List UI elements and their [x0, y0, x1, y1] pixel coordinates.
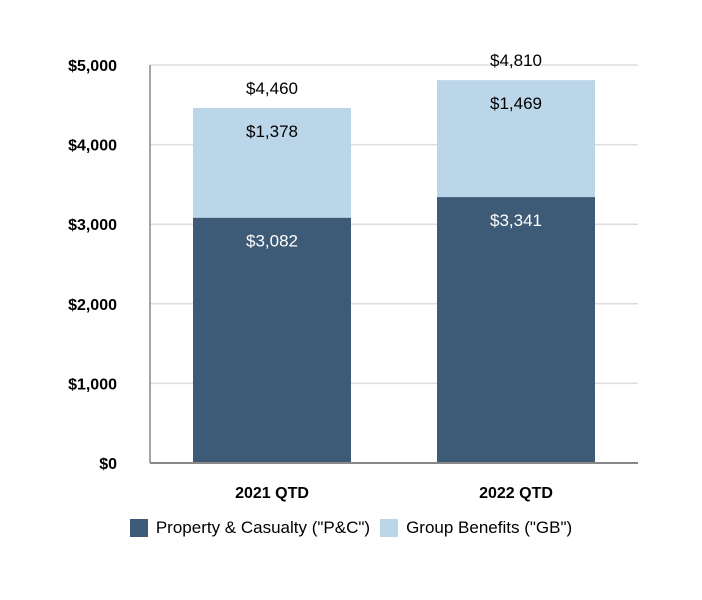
- bar-total-label: $4,810: [490, 51, 542, 70]
- y-tick-label: $0: [99, 456, 117, 473]
- bar-value-label: $3,341: [490, 211, 542, 230]
- bar-segment-pc: [437, 197, 595, 463]
- bar-segment-gb: [437, 80, 595, 198]
- bar-total-label: $4,460: [246, 79, 298, 98]
- y-tick-label: $5,000: [68, 58, 117, 75]
- bar-segment-gb: [193, 107, 351, 218]
- legend-swatch-pc: [129, 519, 148, 537]
- axes: $0 $1,000 $2,000 $3,000 $4,000 $5,000 2021 QTD…: [68, 58, 638, 502]
- legend-swatch-gb: [380, 519, 399, 537]
- bar-segment-pc: [193, 217, 351, 463]
- legend-label-pc: Property & Casualty ("P&C"): [155, 518, 371, 537]
- data-labels: $3,082 $1,378 $4,460 $3,341 $1,469 $4,810: [246, 51, 542, 251]
- x-tick-label: 2022 QTD: [479, 485, 553, 502]
- legend-item-pc: Property & Casualty ("P&C"): [129, 518, 371, 538]
- legend-item-gb: Group Benefits ("GB"): [380, 518, 572, 538]
- y-tick-label: $4,000: [68, 138, 117, 155]
- x-tick-label: 2021 QTD: [235, 485, 309, 502]
- y-tick-label: $3,000: [68, 217, 117, 234]
- legend: Property & Casualty ("P&C") Group Benefi…: [0, 518, 702, 538]
- bar-value-label: $3,082: [246, 232, 298, 251]
- y-tick-label: $1,000: [68, 376, 117, 393]
- y-tick-label: $2,000: [68, 297, 117, 314]
- bar-value-label: $1,469: [490, 94, 542, 113]
- bar-value-label: $1,378: [246, 122, 298, 141]
- legend-label-gb: Group Benefits ("GB"): [406, 518, 573, 537]
- bars: [193, 80, 595, 463]
